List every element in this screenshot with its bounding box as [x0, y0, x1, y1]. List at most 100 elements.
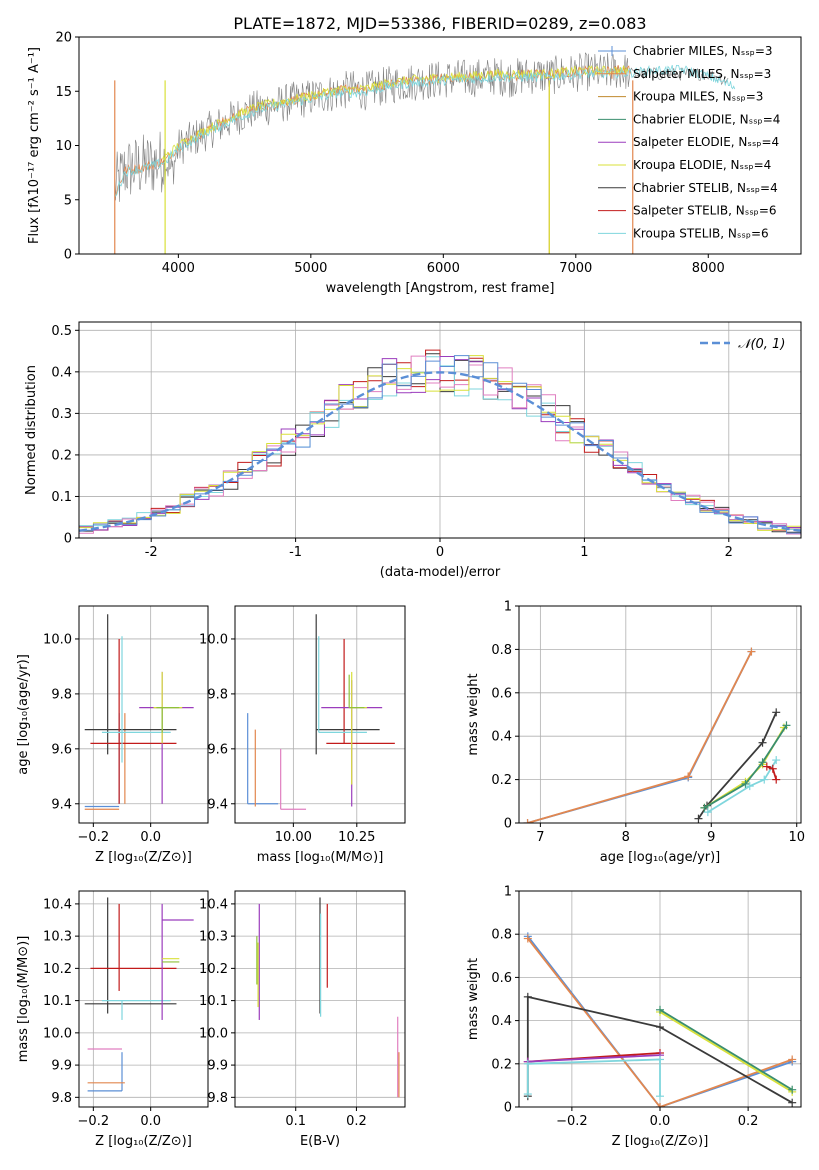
spectrum-xlabel: wavelength [Angstrom, rest frame] — [326, 281, 555, 296]
mass_vs_Z-axes: −0.2 0.0 9.8 9.9 10.0 10.1 10.2 10.3 10.4 Z [log₁… — [16, 890, 209, 1149]
legend-label: 𝒩(0, 1) — [738, 337, 785, 352]
x-tick-label: 2 — [725, 545, 733, 560]
y-tick-label: 9.8 — [207, 1091, 228, 1106]
mass_vs_ebv-xlabel: E(B-V) — [300, 1134, 340, 1149]
plots-group: Chabrier MILES, Nₛₛₚ=3 Salpeter MILES, Nₛ… — [16, 31, 805, 1150]
y-tick-label: 0.8 — [491, 643, 512, 658]
y-tick-label: 0.2 — [51, 448, 72, 463]
y-tick-label: 10.3 — [199, 930, 228, 945]
figure-title: PLATE=1872, MJD=53386, FIBERID=0289, z=0… — [233, 14, 646, 33]
x-tick-label: 0.2 — [346, 1114, 367, 1129]
age_vs_Z-frame — [78, 605, 209, 824]
mass_vs_Z-ylabel: mass [log₁₀(M/M⊙)] — [16, 936, 31, 1063]
y-tick-label: 10.0 — [43, 632, 72, 647]
x-tick-label: 6000 — [427, 261, 460, 276]
spectrum-axes: Chabrier MILES, Nₛₛₚ=3 Salpeter MILES, Nₛ… — [27, 31, 802, 296]
legend-label: Chabrier MILES, Nₛₛₚ=3 — [633, 44, 773, 58]
y-tick-label: 0.6 — [491, 686, 512, 701]
x-tick-label: −0.2 — [78, 1114, 110, 1129]
x-tick-label: 8 — [622, 830, 630, 845]
y-tick-label: 0.6 — [491, 971, 512, 986]
residuals-plot-area — [79, 349, 801, 535]
y-tick-label: 10.4 — [199, 897, 228, 912]
y-tick-label: 9.4 — [51, 797, 72, 812]
histogram-step-5 — [79, 355, 801, 531]
y-tick-label: 0.2 — [491, 1057, 512, 1072]
y-tick-label: 0.4 — [491, 1014, 512, 1029]
series-line-2 — [697, 711, 778, 820]
y-tick-label: 0.4 — [51, 365, 72, 380]
y-tick-label: 0 — [504, 817, 512, 832]
y-tick-label: 10.0 — [199, 1026, 228, 1041]
x-tick-label: −0.2 — [556, 1114, 588, 1129]
age_vs_mass-plot-area — [247, 614, 395, 810]
mass_vs_ebv-plot-area — [256, 897, 400, 1098]
y-tick-label: 0.5 — [51, 324, 72, 339]
y-tick-label: 10 — [55, 139, 72, 154]
legend-label: Salpeter ELODIE, Nₛₛₚ=4 — [633, 135, 779, 149]
legend-label: Salpeter MILES, Nₛₛₚ=3 — [633, 67, 771, 81]
x-tick-label: 7000 — [559, 261, 592, 276]
spectrum-series-2 — [162, 64, 629, 162]
series-line-2 — [526, 995, 793, 1104]
age_vs_mass-frame — [234, 605, 406, 824]
x-tick-label: 7 — [536, 830, 544, 845]
y-tick-label: 9.6 — [207, 742, 228, 757]
mass_vs_ebv-frame — [234, 890, 406, 1108]
legend-label: Salpeter STELIB, Nₛₛₚ=6 — [633, 204, 777, 218]
y-tick-label: 10.0 — [199, 632, 228, 647]
x-tick-label: 0.0 — [140, 830, 161, 845]
y-tick-label: 0.1 — [51, 490, 72, 505]
y-tick-label: 9.8 — [51, 1091, 72, 1106]
x-tick-label: 0.1 — [285, 1114, 306, 1129]
x-tick-label: 0.0 — [140, 1114, 161, 1129]
y-tick-label: 0.8 — [491, 928, 512, 943]
mass_vs_Z-plot-area — [84, 897, 194, 1092]
gaussian-curve — [79, 371, 801, 532]
y-tick-label: 5 — [64, 193, 72, 208]
spectrum-plot-area — [114, 52, 736, 254]
series-line-4 — [703, 724, 788, 809]
age_vs_Z-plot-area — [84, 614, 194, 810]
residuals-xlabel: (data-model)/error — [380, 565, 501, 580]
y-tick-label: 9.9 — [51, 1059, 72, 1074]
y-tick-label: 0.3 — [51, 407, 72, 422]
y-tick-label: 9.8 — [51, 687, 72, 702]
series-line-1 — [527, 937, 793, 1107]
legend-label: Kroupa ELODIE, Nₛₛₚ=4 — [633, 158, 771, 172]
mass_vs_Z-xlabel: Z [log₁₀(Z/Z⊙)] — [95, 1134, 192, 1149]
mass_vs_ebv-axes: 0.1 0.2 9.8 9.9 10.0 10.1 10.2 10.3 10.4 E(B-V) — [199, 890, 406, 1149]
series-line-1 — [527, 651, 753, 823]
age_vs_Z-axes: −0.2 0.0 9.4 9.6 9.8 10.0 Z [log₁₀(Z/Z⊙)] age [… — [16, 605, 209, 865]
weight_vs_Z-ylabel: mass weight — [466, 958, 481, 1040]
y-tick-label: 10.2 — [199, 962, 228, 977]
series-line-6 — [527, 1054, 661, 1063]
y-tick-label: 0 — [504, 1101, 512, 1116]
residuals-ylabel: Normed distribution — [24, 365, 39, 495]
weight_vs_age-frame — [518, 605, 802, 824]
y-tick-label: 15 — [55, 85, 72, 100]
y-tick-label: 9.8 — [207, 687, 228, 702]
age_vs_mass-xlabel: mass [log₁₀(M/M⊙)] — [257, 850, 384, 865]
legend-label: Chabrier STELIB, Nₛₛₚ=4 — [633, 181, 778, 195]
spectrum-legend: Chabrier MILES, Nₛₛₚ=3 Salpeter MILES, Nₛ… — [598, 44, 780, 240]
weight_vs_age-xlabel: age [log₁₀(age/yr)] — [600, 850, 721, 865]
series-line-3 — [659, 1011, 793, 1093]
age_vs_Z-ylabel: age [log₁₀(age/yr)] — [16, 654, 31, 775]
series-line-7 — [526, 1058, 661, 1097]
legend-label: Kroupa MILES, Nₛₛₚ=3 — [633, 90, 763, 104]
y-tick-label: 10.4 — [43, 897, 72, 912]
series-line-4 — [659, 1009, 793, 1091]
y-tick-label: 0 — [64, 532, 72, 547]
x-tick-label: -2 — [145, 545, 158, 560]
series-line-5 — [707, 759, 777, 813]
x-tick-label: 4000 — [162, 261, 195, 276]
y-tick-label: 10.1 — [199, 994, 228, 1009]
age_vs_Z-xlabel: Z [log₁₀(Z/Z⊙)] — [95, 850, 192, 865]
weight_vs_Z-plot-area — [523, 932, 797, 1107]
x-tick-label: -1 — [289, 545, 302, 560]
y-tick-label: 9.9 — [207, 1059, 228, 1074]
histogram-step-4 — [79, 355, 801, 535]
x-tick-label: 0.2 — [738, 1114, 759, 1129]
x-tick-label: 8000 — [692, 261, 725, 276]
